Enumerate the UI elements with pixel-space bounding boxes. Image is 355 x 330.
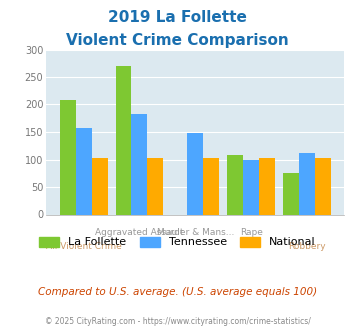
Bar — [147, 158, 163, 215]
Text: Violent Crime Comparison: Violent Crime Comparison — [66, 33, 289, 48]
Bar — [187, 133, 203, 214]
Bar — [259, 158, 275, 215]
Bar — [227, 154, 243, 214]
Text: Compared to U.S. average. (U.S. average equals 100): Compared to U.S. average. (U.S. average … — [38, 287, 317, 297]
Bar — [315, 158, 331, 215]
Bar — [299, 153, 315, 215]
Text: Murder & Mans...: Murder & Mans... — [157, 228, 234, 237]
Bar — [76, 128, 92, 214]
Text: 2019 La Follette: 2019 La Follette — [108, 10, 247, 25]
Legend: La Follette, Tennessee, National: La Follette, Tennessee, National — [35, 232, 320, 252]
Bar — [203, 158, 219, 215]
Bar — [115, 66, 131, 214]
Text: Rape: Rape — [240, 228, 262, 237]
Bar — [283, 173, 299, 214]
Text: © 2025 CityRating.com - https://www.cityrating.com/crime-statistics/: © 2025 CityRating.com - https://www.city… — [45, 317, 310, 326]
Text: All Violent Crime: All Violent Crime — [46, 242, 121, 251]
Text: Robbery: Robbery — [288, 242, 326, 251]
Text: Aggravated Assault: Aggravated Assault — [95, 228, 184, 237]
Bar — [131, 115, 147, 214]
Bar — [243, 159, 259, 214]
Bar — [60, 100, 76, 214]
Bar — [92, 158, 108, 215]
